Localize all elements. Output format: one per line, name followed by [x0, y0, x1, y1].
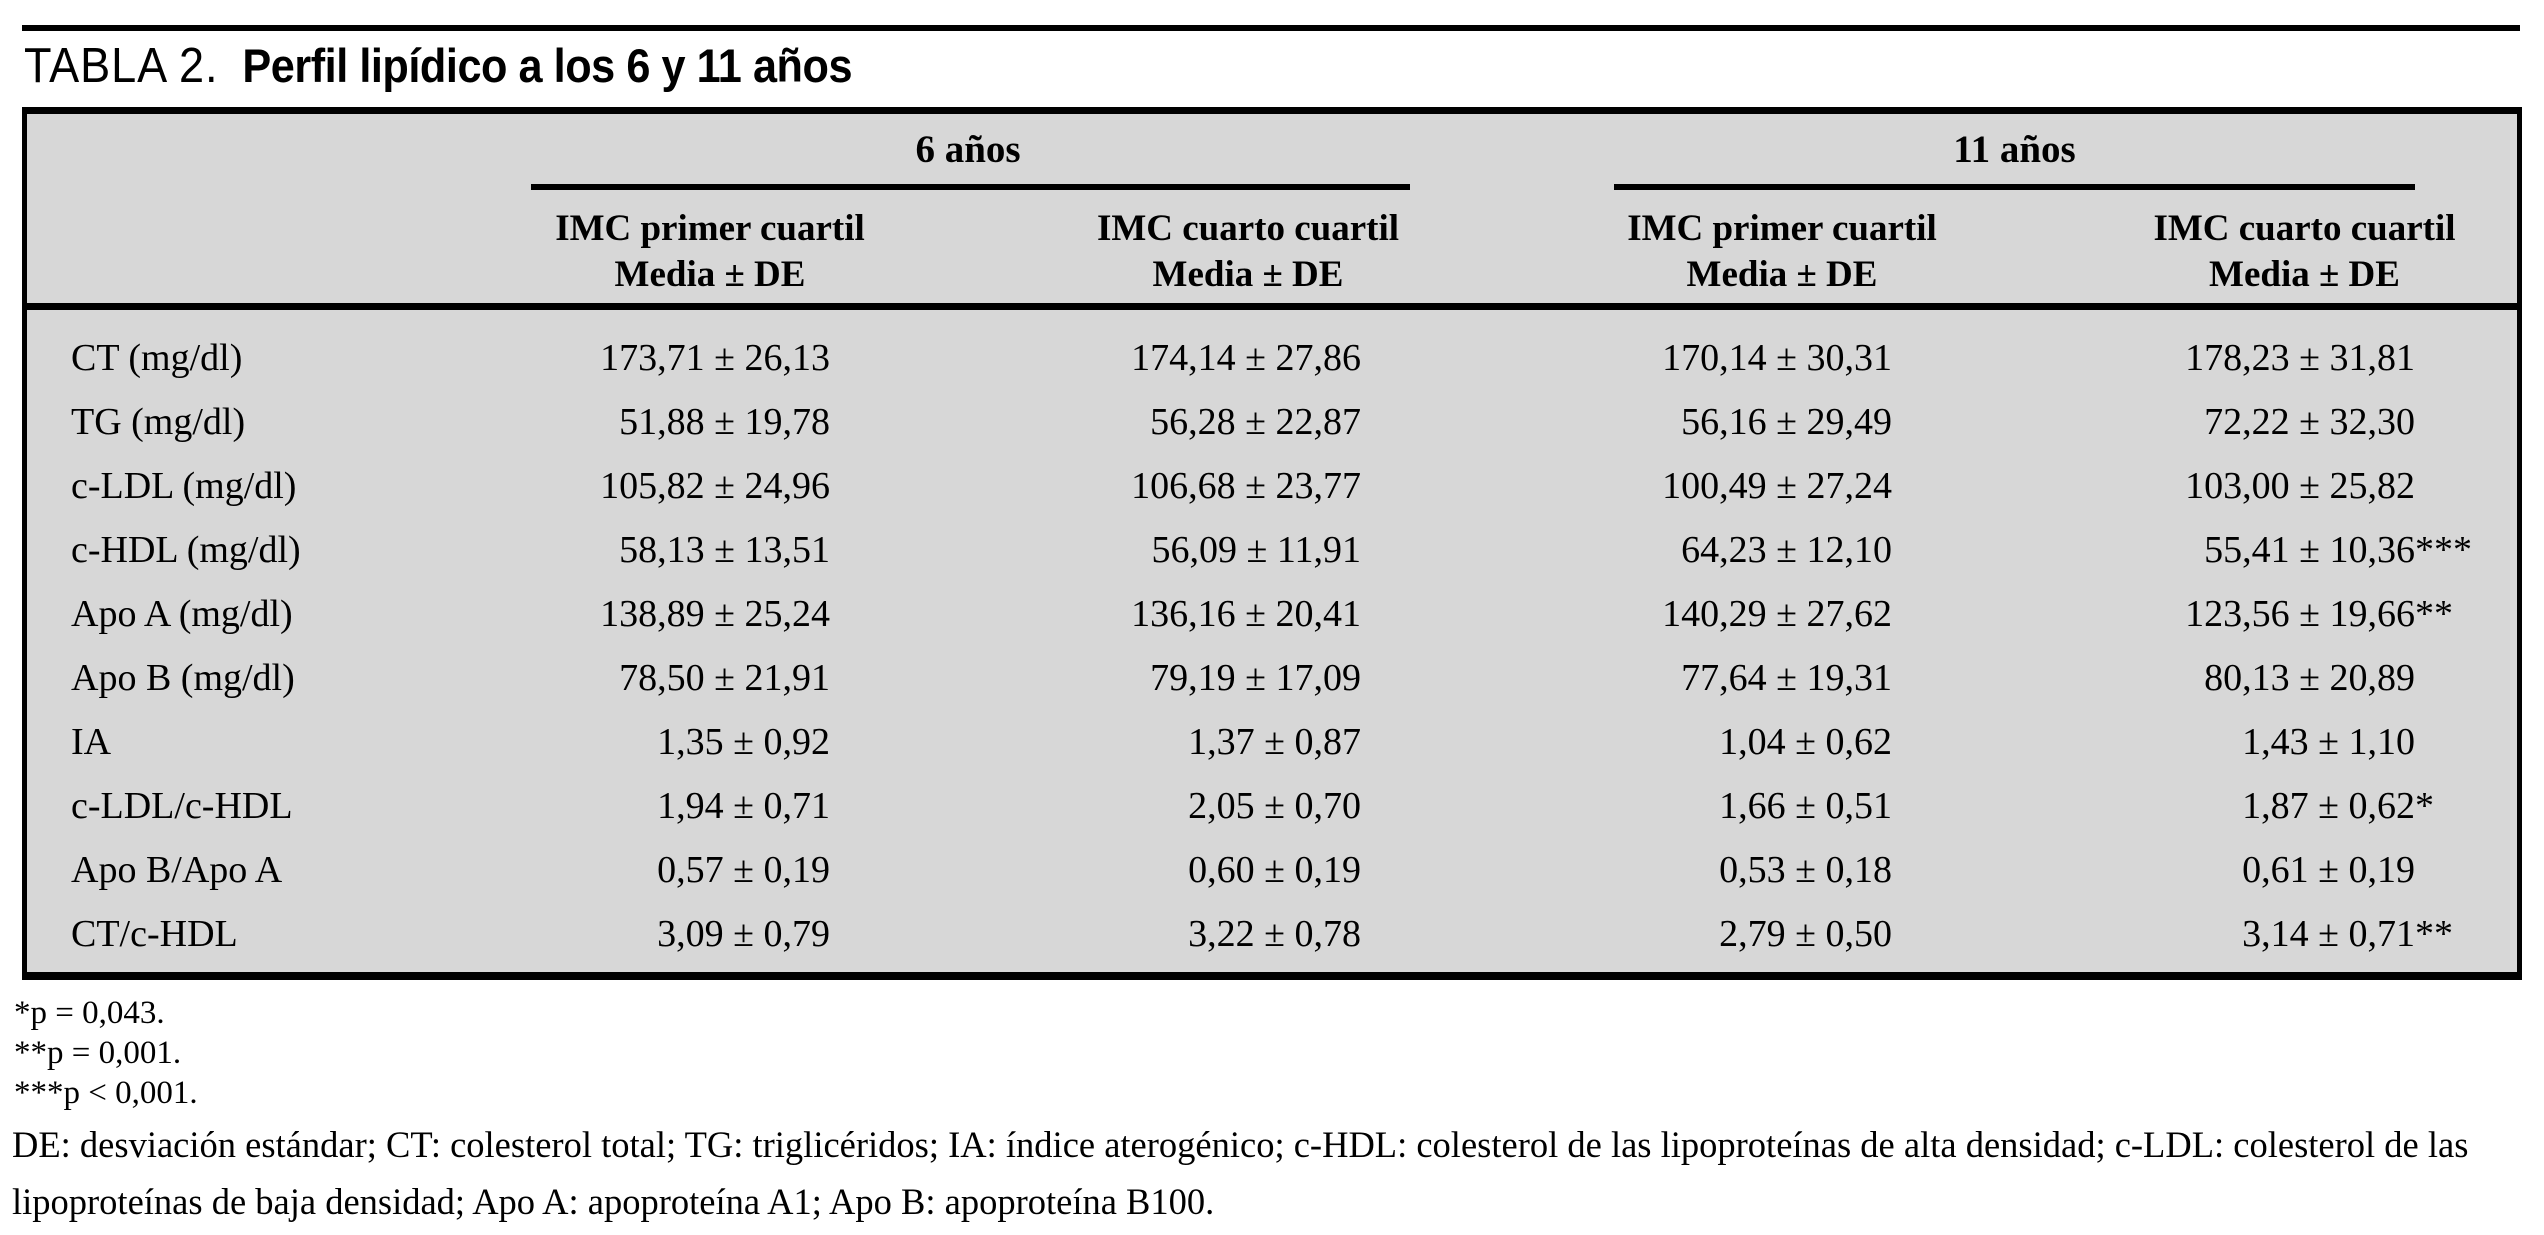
table-row: Apo A (mg/dl) 138,89 ± 25,24 136,16 ± 20,4… — [27, 582, 2517, 646]
column-group-underline — [531, 184, 1410, 190]
table-number-label: TABLA 2. — [24, 39, 219, 93]
table-row: c-LDL/c-HDL 1,94 ± 0,71 2,05 ± 0,70 1,66 ± … — [27, 774, 2517, 838]
table-row: IA 1,35 ± 0,92 1,37 ± 0,87 1,04 ± 0,62 1,43 … — [27, 710, 2517, 774]
column-header-line2: Media ± DE — [2209, 254, 2400, 295]
value-cell: 0,61 ± 0,19 — [2242, 849, 2415, 891]
value-cell: 56,09 ± 11,91 — [1151, 529, 1361, 571]
row-label: Apo A (mg/dl) — [71, 593, 293, 635]
lipid-profile-table: 6 años 11 años IMC primer cuartil Media … — [22, 107, 2522, 980]
footnote: ***p < 0,001. — [14, 1075, 198, 1111]
column-header: IMC cuarto cuartil Media ± DE — [968, 206, 1484, 298]
footnote: **p = 0,001. — [14, 1035, 182, 1071]
header-rule — [27, 303, 2517, 310]
table-title: TABLA 2. Perfil lipídico a los 6 y 11 añ… — [24, 38, 853, 94]
column-header-row: IMC primer cuartil Media ± DE IMC cuarto… — [27, 206, 2517, 298]
value-cell: 136,16 ± 20,41 — [1131, 593, 1361, 635]
top-rule — [22, 25, 2520, 31]
column-group-11-anos: 11 años — [1484, 128, 2517, 190]
value-cell: 170,14 ± 30,31 — [1662, 337, 1892, 379]
row-label: TG (mg/dl) — [71, 401, 246, 443]
table-row: c-LDL (mg/dl) 105,82 ± 24,96 106,68 ± 23,7… — [27, 454, 2517, 518]
column-group-label: 6 años — [915, 128, 1021, 171]
value-cell: 0,60 ± 0,19 — [1188, 849, 1361, 891]
value-cell: 106,68 ± 23,77 — [1131, 465, 1361, 507]
value-cell: 123,56 ± 19,66** — [2185, 593, 2453, 635]
value-cell: 1,43 ± 1,10 — [2242, 721, 2415, 763]
empty-corner-cell — [27, 206, 452, 298]
table-header: 6 años 11 años IMC primer cuartil Media … — [27, 114, 2517, 303]
value-cell: 140,29 ± 27,62 — [1662, 593, 1892, 635]
value-cell: 3,22 ± 0,78 — [1188, 913, 1361, 955]
column-header: IMC primer cuartil Media ± DE — [1484, 206, 2000, 298]
row-label: IA — [71, 721, 112, 763]
table-row: CT (mg/dl) 173,71 ± 26,13 174,14 ± 27,86 17… — [27, 326, 2517, 390]
value-cell: 1,37 ± 0,87 — [1188, 721, 1361, 763]
column-group-row: 6 años 11 años — [27, 114, 2517, 190]
footnote: *p = 0,043. — [14, 995, 165, 1031]
value-cell: 78,50 ± 21,91 — [619, 657, 830, 699]
value-cell: 173,71 ± 26,13 — [600, 337, 830, 379]
column-header-line2: Media ± DE — [614, 254, 806, 295]
table-body: CT (mg/dl) 173,71 ± 26,13 174,14 ± 27,86 17… — [27, 310, 2517, 966]
table-row: TG (mg/dl) 51,88 ± 19,78 56,28 ± 22,87 56,1… — [27, 390, 2517, 454]
column-header: IMC cuarto cuartil Media ± DE — [2000, 206, 2517, 298]
column-header-line1: IMC cuarto cuartil — [2153, 208, 2456, 249]
row-label: Apo B (mg/dl) — [71, 657, 295, 699]
column-group-label: 11 años — [1953, 128, 2076, 171]
value-cell: 56,28 ± 22,87 — [1150, 401, 1361, 443]
value-cell: 138,89 ± 25,24 — [600, 593, 830, 635]
value-cell: 3,14 ± 0,71** — [2242, 913, 2453, 955]
footnotes: *p = 0,043. **p = 0,001. ***p < 0,001. — [14, 993, 198, 1113]
empty-corner-cell — [27, 128, 452, 190]
value-cell: 58,13 ± 13,51 — [619, 529, 830, 571]
value-cell: 178,23 ± 31,81 — [2185, 337, 2415, 379]
value-cell: 56,16 ± 29,49 — [1681, 401, 1892, 443]
value-cell: 103,00 ± 25,82 — [2185, 465, 2415, 507]
value-cell: 55,41 ± 10,36*** — [2204, 529, 2472, 571]
value-cell: 1,04 ± 0,62 — [1719, 721, 1892, 763]
table-row: c-HDL (mg/dl) 58,13 ± 13,51 56,09 ± 11,91 6… — [27, 518, 2517, 582]
column-group-6-anos: 6 años — [452, 128, 1484, 190]
value-cell: 100,49 ± 27,24 — [1662, 465, 1892, 507]
row-label: Apo B/Apo A — [71, 849, 283, 891]
value-cell: 1,87 ± 0,62* — [2242, 785, 2434, 827]
table-title-text: Perfil lipídico a los 6 y 11 años — [242, 39, 853, 92]
value-cell: 80,13 ± 20,89 — [2204, 657, 2415, 699]
value-cell: 174,14 ± 27,86 — [1131, 337, 1361, 379]
value-cell: 105,82 ± 24,96 — [600, 465, 830, 507]
value-cell: 1,66 ± 0,51 — [1719, 785, 1892, 827]
column-group-underline — [1614, 184, 2415, 190]
value-cell: 1,94 ± 0,71 — [657, 785, 830, 827]
table-row: Apo B/Apo A 0,57 ± 0,19 0,60 ± 0,19 0,53 ± … — [27, 838, 2517, 902]
column-header: IMC primer cuartil Media ± DE — [452, 206, 968, 298]
abbreviations-legend: DE: desviación estándar; CT: colesterol … — [12, 1124, 2469, 1222]
value-cell: 3,09 ± 0,79 — [657, 913, 830, 955]
value-cell: 64,23 ± 12,10 — [1681, 529, 1892, 571]
column-header-line1: IMC primer cuartil — [1627, 208, 1937, 249]
value-cell: 0,53 ± 0,18 — [1719, 849, 1892, 891]
value-cell: 51,88 ± 19,78 — [619, 401, 830, 443]
column-header-line2: Media ± DE — [1152, 254, 1344, 295]
column-header-line2: Media ± DE — [1686, 254, 1878, 295]
value-cell: 77,64 ± 19,31 — [1681, 657, 1892, 699]
row-label: c-LDL (mg/dl) — [71, 465, 297, 507]
table-row: Apo B (mg/dl) 78,50 ± 21,91 79,19 ± 17,09 7… — [27, 646, 2517, 710]
row-label: CT (mg/dl) — [71, 337, 243, 379]
column-header-line1: IMC cuarto cuartil — [1096, 208, 1400, 249]
row-label: c-LDL/c-HDL — [71, 785, 293, 827]
column-header-line1: IMC primer cuartil — [555, 208, 865, 249]
row-label: c-HDL (mg/dl) — [71, 529, 301, 571]
value-cell: 2,05 ± 0,70 — [1188, 785, 1361, 827]
table-row: CT/c-HDL 3,09 ± 0,79 3,22 ± 0,78 2,79 ± 0,5… — [27, 902, 2517, 966]
value-cell: 2,79 ± 0,50 — [1719, 913, 1892, 955]
value-cell: 1,35 ± 0,92 — [657, 721, 830, 763]
value-cell: 79,19 ± 17,09 — [1150, 657, 1361, 699]
value-cell: 0,57 ± 0,19 — [657, 849, 830, 891]
value-cell: 72,22 ± 32,30 — [2204, 401, 2415, 443]
row-label: CT/c-HDL — [71, 913, 238, 955]
